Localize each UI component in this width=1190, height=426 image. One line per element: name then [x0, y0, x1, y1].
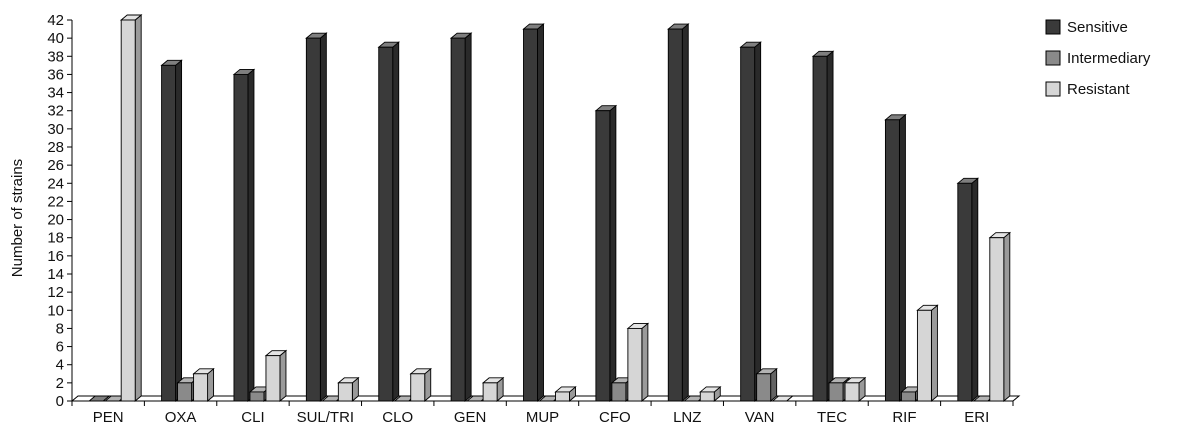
bar-sensitive-mup: [522, 23, 545, 402]
x-tick-label: ERI: [964, 409, 989, 426]
y-tick-label: 26: [47, 157, 64, 174]
x-tick-label: LNZ: [673, 409, 701, 426]
bar-sensitive-pen: [87, 395, 111, 402]
y-tick-label: 4: [56, 357, 64, 374]
y-tick-label: 36: [47, 66, 64, 83]
bar-resistant-lnz: [699, 385, 722, 402]
y-tick-label: 12: [47, 284, 64, 301]
x-tick-label: CLO: [382, 409, 413, 426]
bar-resistant-cli: [264, 349, 288, 402]
x-tick-label: OXA: [165, 409, 197, 426]
y-axis: [67, 19, 1014, 406]
x-tick-label: RIF: [892, 409, 916, 426]
y-tick-label: 10: [47, 302, 64, 319]
x-tick-label: PEN: [93, 409, 124, 426]
legend-label: Sensitive: [1067, 19, 1128, 36]
x-tick-label: VAN: [745, 409, 775, 426]
bar-sensitive-van: [739, 41, 762, 402]
y-tick-label: 30: [47, 121, 64, 138]
legend-swatch: [1045, 19, 1061, 35]
x-category-labels: PEN OXA CLI SUL/TRI CLO GEN MUP CFO LNZ VAN TEC RIF…: [93, 409, 990, 426]
bar-resistant-pen: [119, 14, 143, 402]
y-tick-label: 8: [56, 320, 64, 337]
x-tick-label: SUL/TRI: [297, 409, 355, 426]
bar-resistant-gen: [481, 376, 505, 402]
bar-sensitive-tec: [811, 50, 835, 402]
bar-sensitive-cfo: [594, 104, 618, 402]
y-tick-label: 34: [47, 85, 64, 102]
y-tick-label: 2: [56, 375, 64, 392]
x-tick-label: MUP: [526, 409, 559, 426]
legend-label: Resistant: [1067, 81, 1130, 98]
bars: [87, 14, 1012, 402]
bar-sensitive-oxa: [160, 59, 183, 402]
bar-sensitive-rif: [884, 113, 907, 402]
legend-label: Intermediary: [1067, 50, 1151, 67]
legend-swatch: [1045, 50, 1061, 66]
bar-resistant-cfo: [626, 322, 650, 402]
bar-sensitive-sul-tri: [305, 32, 328, 402]
bar-sensitive-gen: [449, 32, 473, 402]
bar-resistant-van: [771, 395, 794, 402]
y-tick-label: 6: [56, 339, 64, 356]
x-tick-label: CFO: [599, 409, 631, 426]
y-tick-label: 0: [56, 393, 64, 410]
y-tick-label: 42: [47, 12, 64, 29]
y-tick-label: 28: [47, 139, 64, 156]
legend-swatch: [1045, 81, 1061, 97]
y-tick-label: 22: [47, 193, 64, 210]
x-tick-label: GEN: [454, 409, 487, 426]
bar-resistant-clo: [409, 367, 432, 402]
y-tick-label: 24: [47, 175, 64, 192]
bar-sensitive-clo: [377, 41, 400, 402]
bar-resistant-eri: [988, 231, 1012, 402]
x-tick-label: CLI: [241, 409, 264, 426]
y-tick-label: 38: [47, 48, 64, 65]
bar-sensitive-eri: [956, 177, 980, 402]
bar-sensitive-lnz: [667, 23, 690, 402]
y-tick-label: 14: [47, 266, 64, 283]
bar-resistant-oxa: [192, 367, 215, 402]
y-tick-label: 18: [47, 230, 64, 247]
y-tick-label: 20: [47, 212, 64, 229]
bar-sensitive-cli: [232, 68, 256, 402]
x-tick-label: TEC: [817, 409, 847, 426]
bar-intermediary-van: [755, 367, 778, 402]
legend: Sensitive Intermediary Resistant: [1045, 19, 1151, 98]
y-tick-label: 32: [47, 103, 64, 120]
bar-resistant-tec: [843, 376, 867, 402]
y-tick-label: 40: [47, 30, 64, 47]
bar-resistant-rif: [916, 304, 939, 402]
bar-resistant-mup: [554, 385, 577, 402]
y-tick-label: 16: [47, 248, 64, 265]
y-axis-title: Number of strains: [9, 159, 26, 277]
bar-resistant-sul-tri: [337, 376, 360, 402]
